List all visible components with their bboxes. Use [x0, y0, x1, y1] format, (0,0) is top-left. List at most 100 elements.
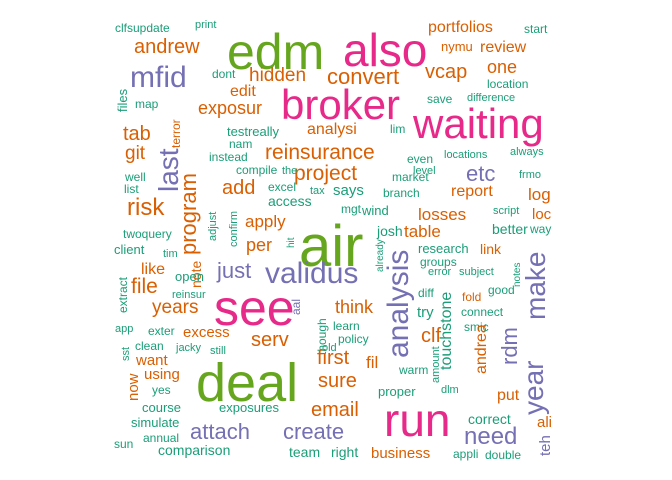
word: year	[518, 360, 549, 415]
word: comparison	[158, 442, 231, 458]
word: market	[392, 170, 429, 184]
word: clean	[135, 339, 164, 353]
word: correct	[468, 411, 511, 427]
word: run	[384, 394, 451, 446]
word: air	[299, 214, 364, 279]
word: research	[418, 241, 469, 256]
word: need	[464, 423, 518, 450]
word: teh	[537, 435, 554, 456]
word: terror	[169, 119, 183, 148]
word: warm	[399, 363, 429, 377]
word: just	[217, 258, 252, 283]
word: print	[195, 19, 217, 31]
word: course	[142, 400, 182, 415]
word: program	[176, 173, 201, 255]
word: rdm	[497, 327, 522, 365]
word: adjust	[207, 211, 219, 241]
word: per	[246, 235, 273, 255]
word: lim	[390, 122, 406, 136]
word: access	[268, 193, 312, 209]
word: double	[485, 448, 522, 462]
word: see	[214, 280, 295, 336]
word: amount	[430, 346, 442, 383]
word: branch	[383, 186, 420, 200]
word: tab	[123, 123, 151, 145]
word: apply	[245, 212, 286, 231]
word: open	[175, 269, 204, 284]
word: good	[488, 283, 515, 297]
word: aal	[289, 298, 303, 315]
word: one	[487, 57, 518, 77]
word: also	[343, 24, 428, 76]
word: compile	[236, 163, 278, 177]
word: well	[125, 170, 146, 184]
word: reinsur	[172, 289, 206, 301]
word: make	[520, 251, 551, 320]
word: excess	[183, 324, 230, 341]
word: now	[125, 373, 142, 401]
word: exposur	[198, 98, 263, 118]
word: hit	[286, 237, 297, 248]
word: deal	[196, 353, 299, 413]
word: dont	[212, 67, 236, 81]
word: frmo	[519, 169, 541, 181]
word: script	[493, 205, 520, 217]
word: ali	[537, 414, 553, 431]
word: like	[141, 261, 166, 278]
word: loc	[532, 206, 552, 223]
word: jacky	[176, 342, 202, 354]
word: proper	[378, 384, 416, 399]
word: exposures	[219, 400, 279, 415]
word: link	[480, 241, 502, 257]
word: policy	[338, 332, 369, 346]
word: hidden	[249, 65, 307, 86]
word: client	[114, 242, 145, 257]
word: extract	[116, 276, 130, 313]
word: confirm	[228, 210, 240, 247]
word: sst	[120, 346, 132, 361]
word: etc	[466, 161, 496, 186]
word: project	[294, 162, 358, 185]
word: add	[222, 177, 256, 199]
word: appli	[453, 447, 479, 461]
word: nam	[229, 137, 253, 151]
word: email	[311, 399, 359, 421]
word: log	[528, 185, 551, 204]
word: create	[283, 419, 345, 444]
word: risk	[127, 194, 165, 221]
word: serv	[251, 329, 289, 351]
word: smic	[464, 320, 489, 334]
word: want	[136, 352, 168, 369]
word: clfsupdate	[115, 21, 170, 35]
word: andrew	[134, 36, 200, 58]
word: error	[428, 266, 452, 278]
word: already	[375, 239, 386, 272]
word: list	[124, 182, 139, 196]
word: git	[125, 143, 146, 164]
word: team	[289, 444, 321, 460]
word: review	[480, 39, 527, 56]
word: clf	[421, 325, 441, 347]
word: nymu	[441, 39, 473, 54]
word: says	[333, 182, 364, 199]
word: sun	[114, 437, 134, 451]
word: edit	[230, 83, 256, 100]
word: waiting	[413, 100, 544, 147]
word: business	[371, 445, 431, 462]
word: right	[331, 444, 359, 460]
word: testreally	[227, 124, 280, 139]
word: fold	[462, 290, 482, 304]
word: level	[413, 165, 436, 177]
word: fil	[366, 353, 379, 372]
word: save	[427, 92, 453, 106]
word: dlm	[441, 384, 459, 396]
word: even	[407, 152, 434, 166]
word: simulate	[131, 415, 180, 430]
word: twoquery	[123, 227, 172, 241]
word: tim	[163, 248, 178, 260]
word: groups	[420, 255, 457, 269]
word: app	[115, 323, 134, 335]
word: report	[451, 183, 493, 200]
word: using	[144, 366, 180, 383]
word: yes	[152, 383, 171, 397]
